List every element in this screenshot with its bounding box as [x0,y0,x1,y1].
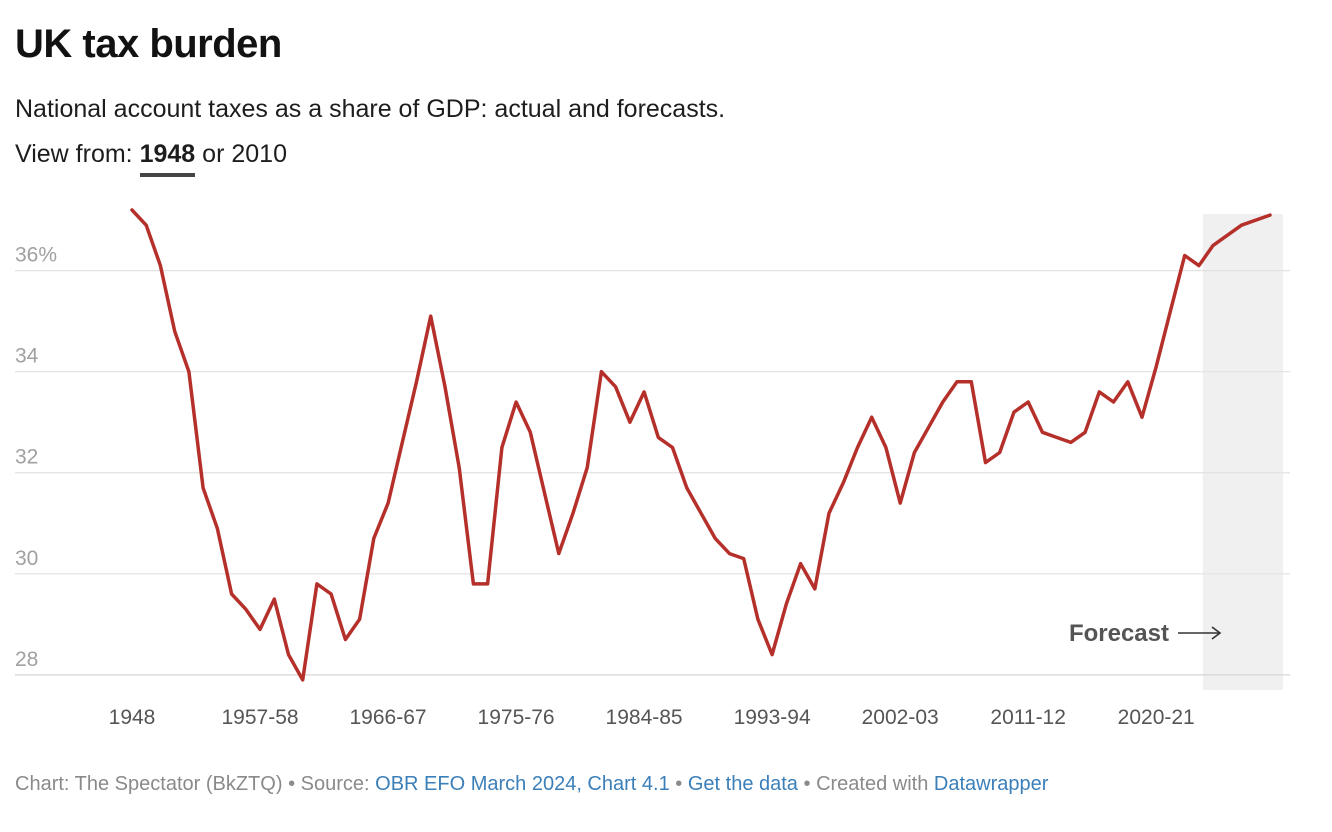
source-link[interactable]: OBR EFO March 2024, Chart 4.1 [375,773,670,795]
forecast-label: Forecast [1069,620,1169,647]
gridlines [15,270,1290,676]
chart-subtitle: National account taxes as a share of GDP… [15,95,726,123]
datawrapper-link[interactable]: Datawrapper [933,773,1049,795]
x-tick-label: 2011-12 [990,706,1066,729]
series-line-tax-burden [130,208,1272,682]
view-from-toggle: View from: 1948 or 2010 [15,140,287,177]
chart-footer: Chart: The Spectator (BkZTQ) • Source: O… [15,773,1048,796]
footer-credit: Chart: The Spectator (BkZTQ) [15,773,283,795]
view-from-option-2010[interactable]: 2010 [231,140,287,168]
y-tick-label: 32 [15,446,38,469]
y-tick-label: 36% [15,244,57,267]
footer-separator: • [803,773,811,795]
x-tick-label: 1957-58 [221,706,298,729]
arrow-head-icon [1211,626,1222,640]
x-tick-label: 1948 [109,706,156,729]
forecast-annotation: Forecast [1069,620,1222,647]
x-axis-labels: 1948 1957-58 1966-67 1975-76 1984-85 1993-94 2… [109,706,1195,729]
line-chart: 28 30 32 34 36% 1948 1957-58 1966-67 1975-76 198… [15,208,1290,729]
view-from-separator: or [202,140,225,168]
footer-source-label: Source: [300,773,370,795]
view-from-label: View from: [15,140,133,168]
x-tick-label: 1966-67 [350,706,427,729]
footer-created-with: Created with [816,773,929,795]
y-axis-labels: 28 30 32 34 36% [15,244,57,671]
x-tick-label: 1975-76 [478,706,555,729]
forecast-band [1202,214,1283,690]
chart-title: UK tax burden [15,22,282,66]
footer-separator: • [675,773,683,795]
get-data-link[interactable]: Get the data [687,773,798,795]
x-tick-label: 2020-21 [1118,706,1195,729]
view-from-option-1948[interactable]: 1948 [139,140,196,177]
x-tick-label: 1993-94 [734,706,811,729]
x-tick-label: 2002-03 [862,706,939,729]
footer-separator: • [288,773,296,795]
y-tick-label: 28 [15,648,38,671]
x-tick-label: 1984-85 [606,706,683,729]
y-tick-label: 34 [15,345,39,368]
y-tick-label: 30 [15,547,38,570]
